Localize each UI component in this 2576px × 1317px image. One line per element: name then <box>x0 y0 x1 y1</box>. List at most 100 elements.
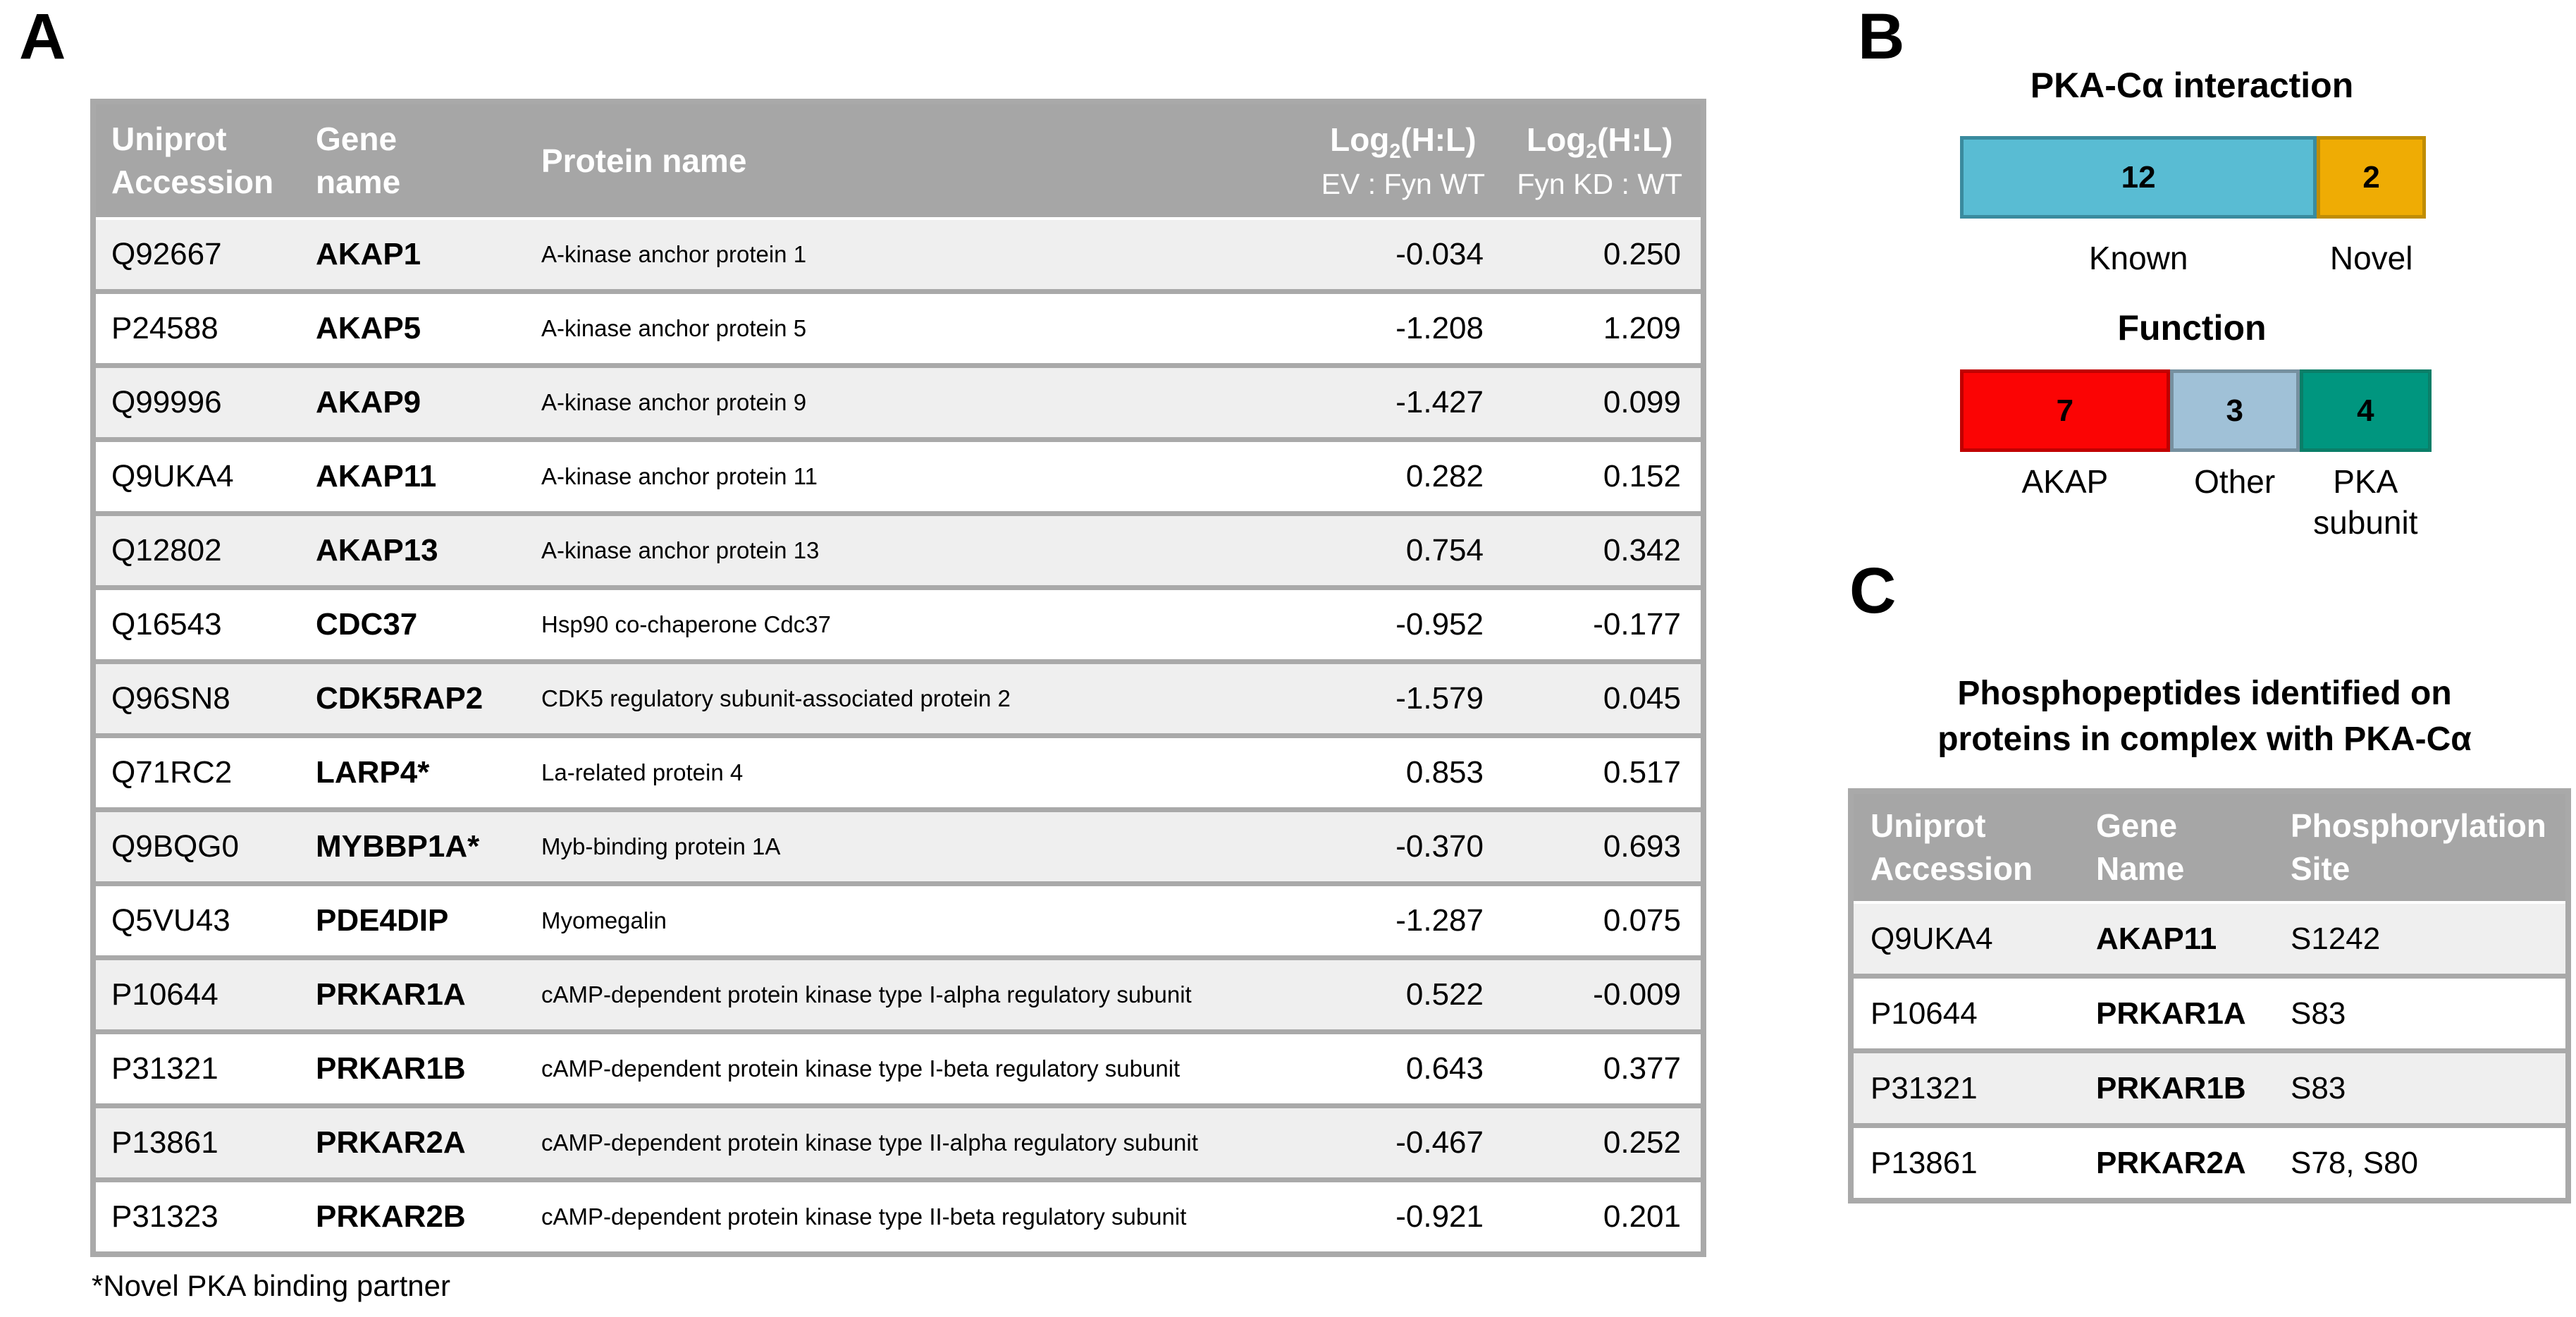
table-row: Q16543 CDC37 Hsp90 co-chaperone Cdc37 -0.95… <box>96 585 1701 659</box>
header-row: Uniprot Accession Gene Name Phosphorylat… <box>1854 794 2565 901</box>
phosphopeptides-title-line1: Phosphopeptides identified on <box>1957 675 2452 712</box>
table-row: P24588 AKAP5 A-kinase anchor protein 5 -1.2… <box>96 289 1701 363</box>
kd-cell: 0.250 <box>1503 217 1701 289</box>
ev-cell: -1.427 <box>1292 363 1503 437</box>
accession-cell: P10644 <box>1854 974 2079 1048</box>
kd-cell: 0.377 <box>1503 1029 1701 1103</box>
accession-cell: Q99996 <box>96 363 300 437</box>
protein-cell: La-related protein 4 <box>526 733 1292 807</box>
phosphopeptides-table: Uniprot Accession Gene Name Phosphorylat… <box>1848 788 2571 1203</box>
table-row: Q99996 AKAP9 A-kinase anchor protein 9 -1.4… <box>96 363 1701 437</box>
panel-a-label: A <box>19 1 66 73</box>
gene-cell: PRKAR1A <box>300 955 526 1029</box>
header-gene-name: Gene Name <box>2079 794 2274 901</box>
gene-cell: CDK5RAP2 <box>300 659 526 733</box>
accession-cell: Q16543 <box>96 585 300 659</box>
kd-cell: 0.152 <box>1503 437 1701 511</box>
kd-cell: 0.075 <box>1503 881 1701 955</box>
kd-cell: -0.009 <box>1503 955 1701 1029</box>
protein-cell: Hsp90 co-chaperone Cdc37 <box>526 585 1292 659</box>
kd-cell: 0.099 <box>1503 363 1701 437</box>
accession-cell: Q9BQG0 <box>96 807 300 881</box>
protein-cell: A-kinase anchor protein 1 <box>526 217 1292 289</box>
ev-cell: 0.282 <box>1292 437 1503 511</box>
table-row: Q71RC2 LARP4* La-related protein 4 0.853 0.5… <box>96 733 1701 807</box>
gene-cell: AKAP11 <box>2079 901 2274 974</box>
ev-cell: -0.467 <box>1292 1103 1503 1177</box>
protein-cell: A-kinase anchor protein 13 <box>526 511 1292 585</box>
kd-cell: 0.693 <box>1503 807 1701 881</box>
accession-cell: Q9UKA4 <box>1854 901 2079 974</box>
gene-cell: PRKAR2A <box>2079 1123 2274 1198</box>
accession-cell: P24588 <box>96 289 300 363</box>
interaction-chart-title: PKA-Cα interaction <box>2030 66 2354 105</box>
bar-segment-other: 3 <box>2169 369 2300 452</box>
protein-cell: Myomegalin <box>526 881 1292 955</box>
protein-cell: A-kinase anchor protein 9 <box>526 363 1292 437</box>
accession-cell: Q5VU43 <box>96 881 300 955</box>
ev-cell: -0.952 <box>1292 585 1503 659</box>
bar-segment-known: 12 <box>1960 136 2317 219</box>
gene-cell: PRKAR1B <box>2079 1048 2274 1123</box>
table-row: P31323 PRKAR2B cAMP-dependent protein kina… <box>96 1177 1701 1251</box>
gene-cell: AKAP9 <box>300 363 526 437</box>
function-bar-labels: AKAP Other PKA subunit <box>1960 462 2432 543</box>
gene-cell: AKAP1 <box>300 217 526 289</box>
gene-cell: LARP4* <box>300 733 526 807</box>
table-row: Q12802 AKAP13 A-kinase anchor protein 13 0.… <box>96 511 1701 585</box>
table-row: P31321 PRKAR1B cAMP-dependent protein kina… <box>96 1029 1701 1103</box>
kd-cell: -0.177 <box>1503 585 1701 659</box>
bar-label-akap: AKAP <box>2021 463 2109 500</box>
protein-cell: A-kinase anchor protein 5 <box>526 289 1292 363</box>
ev-cell: 0.853 <box>1292 733 1503 807</box>
header-gene-name: Gene name <box>300 104 526 217</box>
bar-segment-novel: 2 <box>2317 136 2426 219</box>
gene-cell: CDC37 <box>300 585 526 659</box>
table-body: Q92667 AKAP1 A-kinase anchor protein 1 -0.0… <box>96 217 1701 1251</box>
gene-cell: MYBBP1A* <box>300 807 526 881</box>
protein-cell: cAMP-dependent protein kinase type II-be… <box>526 1177 1292 1251</box>
header-row: Uniprot Accession Gene name Protein name… <box>96 104 1701 217</box>
header-log2-fynkd-wt: Log2(H:L) Fyn KD : WT <box>1503 104 1701 217</box>
bar-label-pka-subunit: PKA subunit <box>2313 463 2418 541</box>
phosphopeptides-title-line2: proteins in complex with PKA-Cα <box>1937 720 2472 758</box>
ev-cell: -1.208 <box>1292 289 1503 363</box>
gene-cell: PRKAR2A <box>300 1103 526 1177</box>
bar-label-other: Other <box>2194 463 2276 500</box>
table-body: Q9UKA4 AKAP11 S1242 P10644 PRKAR1A S83 P31321 P… <box>1854 901 2565 1198</box>
table-header: Uniprot Accession Gene name Protein name… <box>96 104 1701 217</box>
protein-cell: cAMP-dependent protein kinase type I-alp… <box>526 955 1292 1029</box>
protein-cell: Myb-binding protein 1A <box>526 807 1292 881</box>
accession-cell: Q71RC2 <box>96 733 300 807</box>
kd-cell: 0.517 <box>1503 733 1701 807</box>
bar-segment-akap: 7 <box>1960 369 2170 452</box>
pka-interactors-table: Uniprot Accession Gene name Protein name… <box>90 99 1706 1257</box>
phosphopeptides-title: Phosphopeptides identified on proteins i… <box>1866 671 2543 763</box>
ev-cell: -0.921 <box>1292 1177 1503 1251</box>
bar-label-novel: Novel <box>2329 240 2413 276</box>
gene-cell: PRKAR1B <box>300 1029 526 1103</box>
site-cell: S78, S80 <box>2274 1123 2565 1198</box>
accession-cell: Q12802 <box>96 511 300 585</box>
accession-cell: Q96SN8 <box>96 659 300 733</box>
protein-cell: cAMP-dependent protein kinase type II-al… <box>526 1103 1292 1177</box>
ev-cell: 0.522 <box>1292 955 1503 1029</box>
bar-segment-pka-subunit: 4 <box>2299 369 2432 452</box>
accession-cell: P31321 <box>1854 1048 2079 1123</box>
bar-label-known: Known <box>2088 240 2188 276</box>
gene-cell: PRKAR1A <box>2079 974 2274 1048</box>
gene-cell: AKAP11 <box>300 437 526 511</box>
gene-cell: PRKAR2B <box>300 1177 526 1251</box>
ev-cell: -0.370 <box>1292 807 1503 881</box>
panel-b-label: B <box>1858 1 1905 73</box>
header-phosphorylation-site: Phosphorylation Site <box>2274 794 2565 901</box>
table-row: Q9BQG0 MYBBP1A* Myb-binding protein 1A -0.3… <box>96 807 1701 881</box>
ev-cell: -1.287 <box>1292 881 1503 955</box>
site-cell: S83 <box>2274 1048 2565 1123</box>
header-log2-ev-fynwt: Log2(H:L) EV : Fyn WT <box>1292 104 1503 217</box>
table-row: Q9UKA4 AKAP11 S1242 <box>1854 901 2565 974</box>
panel-c-label: C <box>1849 555 1897 627</box>
table-row: P31321 PRKAR1B S83 <box>1854 1048 2565 1123</box>
accession-cell: P31321 <box>96 1029 300 1103</box>
